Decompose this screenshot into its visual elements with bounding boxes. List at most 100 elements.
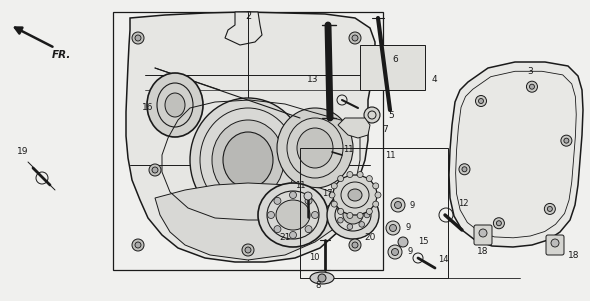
Circle shape xyxy=(135,35,141,41)
Circle shape xyxy=(386,221,400,235)
Circle shape xyxy=(245,247,251,253)
Text: 3: 3 xyxy=(527,67,533,76)
Circle shape xyxy=(331,183,337,189)
Circle shape xyxy=(392,249,398,256)
Circle shape xyxy=(132,239,144,251)
Circle shape xyxy=(373,183,379,189)
Text: 7: 7 xyxy=(382,126,388,135)
Circle shape xyxy=(375,192,381,198)
Text: 21: 21 xyxy=(279,234,291,243)
Circle shape xyxy=(242,244,254,256)
Circle shape xyxy=(391,198,405,212)
Text: 19: 19 xyxy=(17,147,29,157)
Bar xyxy=(113,12,383,270)
FancyBboxPatch shape xyxy=(546,235,564,255)
Circle shape xyxy=(331,201,337,207)
Text: 9: 9 xyxy=(410,200,415,209)
Text: 10: 10 xyxy=(309,253,319,262)
Circle shape xyxy=(337,207,343,213)
Bar xyxy=(360,45,425,90)
Circle shape xyxy=(459,164,470,175)
Circle shape xyxy=(352,242,358,248)
Circle shape xyxy=(318,274,326,282)
Circle shape xyxy=(526,81,537,92)
Circle shape xyxy=(349,32,361,44)
Circle shape xyxy=(347,213,353,219)
Circle shape xyxy=(312,212,319,219)
Text: 18: 18 xyxy=(568,250,579,259)
Circle shape xyxy=(545,203,555,214)
Circle shape xyxy=(290,191,297,198)
Circle shape xyxy=(529,84,535,89)
Circle shape xyxy=(274,226,281,233)
Circle shape xyxy=(479,229,487,237)
Circle shape xyxy=(347,224,353,229)
Circle shape xyxy=(398,237,408,247)
Ellipse shape xyxy=(190,98,306,222)
Ellipse shape xyxy=(333,175,377,215)
Circle shape xyxy=(388,245,402,259)
Text: 15: 15 xyxy=(418,237,428,247)
Ellipse shape xyxy=(348,189,362,201)
Circle shape xyxy=(267,212,274,219)
Text: 11: 11 xyxy=(343,145,353,154)
Circle shape xyxy=(329,192,335,198)
Circle shape xyxy=(551,239,559,247)
Circle shape xyxy=(496,221,502,226)
Circle shape xyxy=(347,200,353,206)
Circle shape xyxy=(337,175,343,182)
Circle shape xyxy=(290,231,297,238)
Polygon shape xyxy=(449,62,583,247)
Circle shape xyxy=(493,218,504,229)
Circle shape xyxy=(305,226,312,233)
Ellipse shape xyxy=(276,200,310,230)
Circle shape xyxy=(548,206,552,211)
Text: 17: 17 xyxy=(322,188,332,197)
Text: 18: 18 xyxy=(477,247,489,256)
Circle shape xyxy=(152,167,158,173)
Text: 14: 14 xyxy=(438,256,448,265)
Circle shape xyxy=(364,107,380,123)
Circle shape xyxy=(359,203,365,208)
Circle shape xyxy=(395,201,402,209)
Circle shape xyxy=(135,242,141,248)
Circle shape xyxy=(305,197,312,204)
Circle shape xyxy=(478,98,483,104)
Text: 11: 11 xyxy=(295,182,305,191)
Circle shape xyxy=(366,175,372,182)
Text: 5: 5 xyxy=(388,110,394,119)
Circle shape xyxy=(357,172,363,178)
Text: 9: 9 xyxy=(407,247,412,256)
Ellipse shape xyxy=(297,128,333,168)
Circle shape xyxy=(304,192,312,200)
Text: 12: 12 xyxy=(458,200,468,209)
Circle shape xyxy=(336,194,348,206)
Ellipse shape xyxy=(277,108,353,188)
Text: 11: 11 xyxy=(385,150,395,160)
Circle shape xyxy=(274,197,281,204)
Circle shape xyxy=(132,32,144,44)
Text: FR.: FR. xyxy=(52,50,71,60)
Circle shape xyxy=(337,208,343,214)
Circle shape xyxy=(339,197,345,203)
Ellipse shape xyxy=(310,272,334,284)
Polygon shape xyxy=(126,12,375,262)
Circle shape xyxy=(561,135,572,146)
Text: 4: 4 xyxy=(432,76,438,85)
Text: 2: 2 xyxy=(245,11,251,21)
Circle shape xyxy=(564,138,569,143)
Ellipse shape xyxy=(258,183,328,247)
Circle shape xyxy=(364,212,370,218)
Circle shape xyxy=(352,35,358,41)
Circle shape xyxy=(149,164,161,176)
Text: 20: 20 xyxy=(364,234,376,243)
FancyBboxPatch shape xyxy=(474,225,492,245)
Ellipse shape xyxy=(327,191,379,239)
Circle shape xyxy=(337,217,343,223)
Circle shape xyxy=(389,225,396,231)
Text: 13: 13 xyxy=(306,76,318,85)
Text: 16: 16 xyxy=(142,104,154,113)
Circle shape xyxy=(347,172,353,178)
Circle shape xyxy=(349,239,361,251)
Circle shape xyxy=(359,222,365,227)
